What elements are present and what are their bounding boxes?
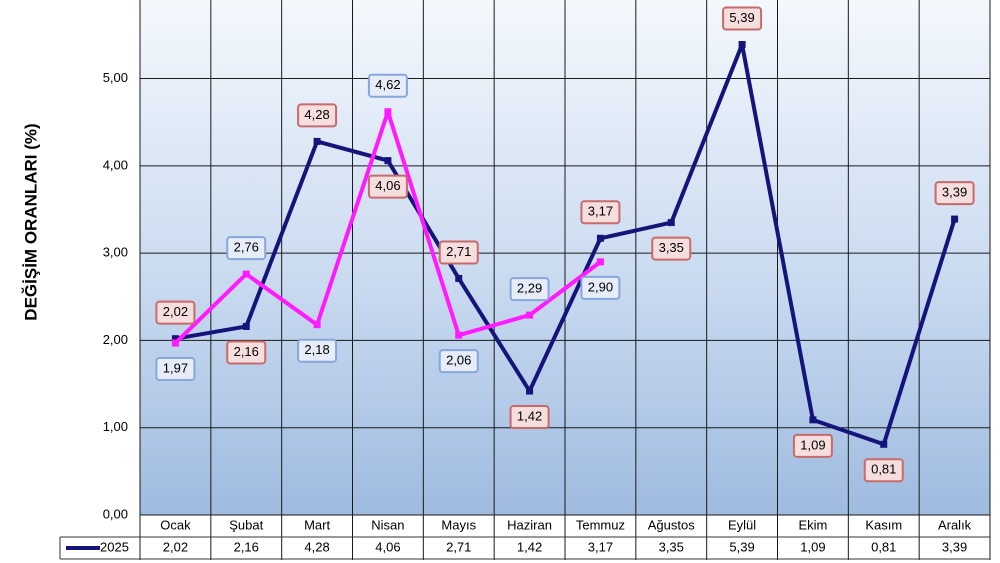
table-value: 3,39 bbox=[942, 539, 967, 554]
y-tick-label: 4,00 bbox=[103, 157, 128, 172]
point-marker bbox=[171, 335, 179, 343]
data-label-box bbox=[297, 338, 338, 363]
x-tick-label: Mart bbox=[304, 517, 330, 532]
point-marker bbox=[242, 270, 250, 278]
data-label: 2,76 bbox=[234, 240, 259, 255]
table-value: 0,81 bbox=[871, 539, 896, 554]
data-label: 2,90 bbox=[588, 279, 613, 294]
data-label-box bbox=[722, 6, 763, 31]
data-label: 2,06 bbox=[446, 353, 471, 368]
legend-label: 2025 bbox=[100, 539, 129, 554]
data-label: 3,17 bbox=[588, 204, 613, 219]
y-tick-label: 0,00 bbox=[103, 506, 128, 521]
x-tick-label: Şubat bbox=[229, 517, 263, 532]
data-label-box bbox=[226, 236, 267, 261]
x-tick-label: Haziran bbox=[507, 517, 552, 532]
point-marker bbox=[455, 331, 463, 339]
series-line bbox=[175, 42, 957, 447]
data-label: 3,35 bbox=[659, 240, 684, 255]
point-marker bbox=[313, 321, 321, 329]
data-label-box bbox=[155, 300, 196, 325]
data-label-box bbox=[863, 458, 904, 483]
data-label: 2,18 bbox=[304, 342, 329, 357]
data-label: 4,28 bbox=[304, 107, 329, 122]
point-marker bbox=[526, 387, 534, 395]
data-label-box bbox=[226, 340, 267, 365]
x-tick-label: Ekim bbox=[798, 517, 827, 532]
y-tick-label: 2,00 bbox=[103, 332, 128, 347]
table-value: 3,35 bbox=[659, 539, 684, 554]
data-label-box bbox=[580, 200, 621, 225]
x-tick-label: Aralık bbox=[938, 517, 972, 532]
point-marker bbox=[526, 311, 534, 319]
data-label: 2,02 bbox=[163, 304, 188, 319]
table-value: 2,16 bbox=[234, 539, 259, 554]
data-label: 0,81 bbox=[871, 462, 896, 477]
data-label-box bbox=[438, 240, 479, 265]
point-marker bbox=[667, 219, 675, 227]
y-tick-label: 5,00 bbox=[103, 70, 128, 85]
data-label: 1,09 bbox=[800, 437, 825, 452]
data-label-box bbox=[367, 174, 408, 199]
point-marker bbox=[242, 322, 250, 330]
x-tick-label: Kasım bbox=[865, 517, 902, 532]
point-marker bbox=[809, 416, 817, 424]
point-marker bbox=[596, 234, 604, 242]
point-marker bbox=[384, 157, 392, 165]
y-tick-label: 1,00 bbox=[103, 419, 128, 434]
x-tick-label: Mayıs bbox=[441, 517, 476, 532]
data-label: 2,71 bbox=[446, 244, 471, 259]
point-marker bbox=[738, 41, 746, 49]
point-marker bbox=[171, 339, 179, 347]
point-marker bbox=[384, 108, 392, 116]
table-value: 1,42 bbox=[517, 539, 542, 554]
table-value: 2,71 bbox=[446, 539, 471, 554]
y-axis-title: DEĞİŞİM ORANLARI (%) bbox=[21, 123, 40, 320]
data-label-box bbox=[297, 103, 338, 128]
data-label: 1,42 bbox=[517, 408, 542, 423]
data-label: 3,39 bbox=[942, 185, 967, 200]
point-marker bbox=[313, 137, 321, 145]
table-value: 4,06 bbox=[375, 539, 400, 554]
x-tick-label: Ağustos bbox=[648, 517, 695, 532]
data-label: 5,39 bbox=[729, 10, 754, 25]
data-label-box bbox=[580, 275, 621, 300]
point-marker bbox=[880, 440, 888, 448]
data-label-box bbox=[934, 181, 975, 206]
table-value: 4,28 bbox=[304, 539, 329, 554]
x-tick-label: Eylül bbox=[728, 517, 756, 532]
table-value: 2,02 bbox=[163, 539, 188, 554]
data-label: 4,06 bbox=[375, 178, 400, 193]
data-label-box bbox=[651, 236, 692, 261]
data-label: 2,29 bbox=[517, 281, 542, 296]
data-label-box bbox=[438, 349, 479, 374]
data-label: 1,97 bbox=[163, 360, 188, 375]
table-value: 5,39 bbox=[729, 539, 754, 554]
data-label: 2,16 bbox=[234, 344, 259, 359]
x-tick-label: Ocak bbox=[160, 517, 191, 532]
x-tick-label: Nisan bbox=[371, 517, 404, 532]
data-label-box bbox=[367, 73, 408, 98]
y-tick-label: 3,00 bbox=[103, 245, 128, 260]
data-label-box bbox=[792, 433, 833, 458]
table-value: 3,17 bbox=[588, 539, 613, 554]
point-marker bbox=[951, 215, 959, 223]
point-marker bbox=[596, 258, 604, 266]
data-label: 4,62 bbox=[375, 77, 400, 92]
x-tick-label: Temmuz bbox=[576, 517, 625, 532]
data-label-box bbox=[509, 405, 550, 430]
data-label-box bbox=[509, 277, 550, 302]
data-label-box bbox=[155, 357, 196, 382]
table-value: 1,09 bbox=[800, 539, 825, 554]
point-marker bbox=[455, 274, 463, 282]
